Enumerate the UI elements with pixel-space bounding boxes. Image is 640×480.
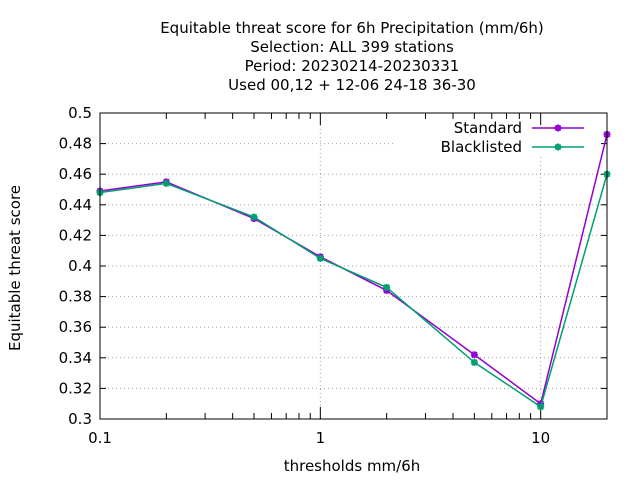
chart-title: Equitable threat score for 6h Precipitat…	[160, 19, 544, 94]
x-tick-label: 0.1	[88, 429, 112, 447]
series-layer	[96, 130, 611, 411]
title-line: Used 00,12 + 12-06 24-18 36-30	[228, 76, 476, 94]
y-tick-label: 0.34	[59, 349, 92, 367]
y-tick-label: 0.5	[68, 104, 92, 122]
series-line	[99, 134, 608, 405]
x-axis-label: thresholds mm/6h	[284, 457, 421, 475]
data-point	[250, 213, 258, 221]
title-line: Selection: ALL 399 stations	[250, 38, 454, 56]
data-point	[470, 358, 478, 366]
marker-stroke	[554, 143, 562, 151]
legend-label: Standard	[454, 119, 522, 137]
title-line: Equitable threat score for 6h Precipitat…	[160, 19, 544, 37]
series-line	[99, 173, 608, 408]
y-tick-label: 0.44	[59, 196, 92, 214]
data-point	[316, 254, 324, 262]
x-tick-label: 10	[531, 429, 550, 447]
title-line: Period: 20230214-20230331	[245, 57, 460, 75]
data-point	[537, 403, 545, 411]
marker-stroke	[163, 180, 170, 187]
y-tick-label: 0.42	[59, 226, 92, 244]
legend-label: Blacklisted	[441, 138, 522, 156]
marker-stroke	[317, 255, 324, 262]
y-tick-label: 0.32	[59, 379, 92, 397]
y-tick-label: 0.3	[68, 410, 92, 428]
marker-stroke	[471, 351, 478, 359]
data-point	[554, 124, 562, 132]
y-tick-label: 0.36	[59, 318, 92, 336]
marker-stroke	[250, 213, 258, 221]
grid	[100, 113, 607, 419]
marker-stroke	[471, 359, 478, 366]
plot-frame	[99, 112, 608, 420]
y-axis-label: Equitable threat score	[6, 185, 24, 351]
marker-stroke	[537, 403, 544, 411]
legend-item: Blacklisted	[441, 138, 584, 156]
data-point	[470, 351, 478, 359]
marker-stroke	[383, 284, 390, 291]
y-tick-label: 0.38	[59, 288, 92, 306]
legend-item: Standard	[454, 119, 584, 137]
marker-stroke	[554, 124, 562, 132]
x-tick-label: 1	[316, 429, 326, 447]
y-tick-label: 0.4	[68, 257, 92, 275]
data-point	[554, 143, 562, 151]
y-tick-label: 0.46	[59, 165, 92, 183]
data-point	[383, 283, 391, 291]
data-point	[162, 179, 170, 187]
axis-ticks: 0.3 0.32 0.34 0.36 0.38 0.4 0.42 0.44 0.46 0.48 0.…	[59, 104, 608, 447]
y-tick-label: 0.48	[59, 135, 92, 153]
